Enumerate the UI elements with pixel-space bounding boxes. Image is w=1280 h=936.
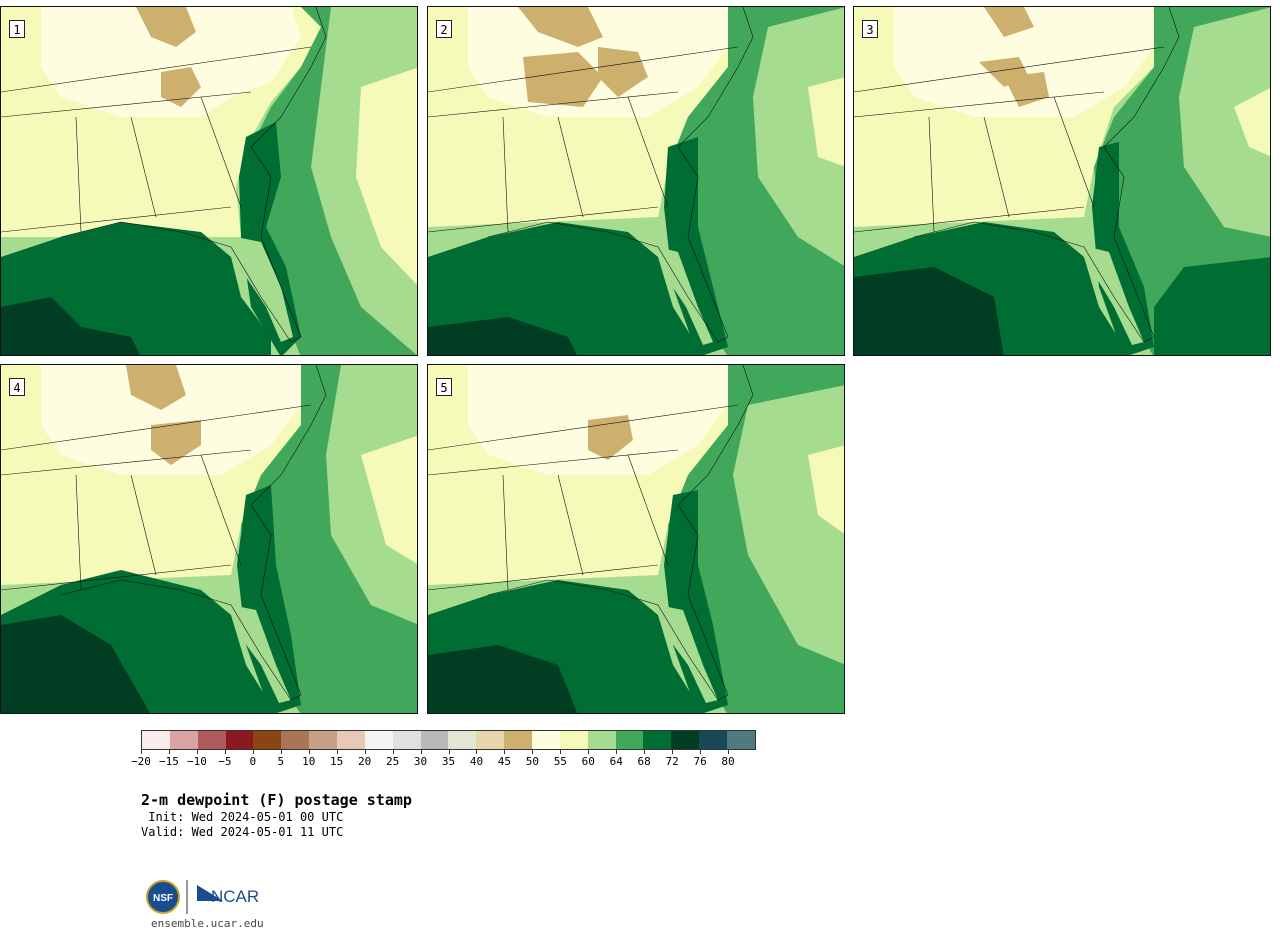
colorbar-swatch: [587, 731, 616, 749]
colorbar-tick-label: 30: [413, 755, 428, 768]
colorbar-tick-label: 35: [441, 755, 456, 768]
colorbar-tick-label: 0: [249, 755, 257, 768]
colorbar-swatch: [559, 731, 588, 749]
colorbar-swatch: [197, 731, 226, 749]
colorbar-tick-label: 72: [665, 755, 679, 768]
colorbar-swatch: [504, 731, 533, 749]
colorbar-swatch: [169, 731, 198, 749]
colorbar-swatch: [699, 731, 728, 749]
colorbar-tick-label: 45: [497, 755, 512, 768]
colorbar-tick-label: −10: [186, 755, 207, 768]
colorbar-tick: [196, 750, 198, 754]
colorbar-tick-label: 60: [581, 755, 595, 768]
svg-text:NCAR: NCAR: [211, 887, 259, 906]
colorbar-tick: [392, 750, 394, 754]
colorbar-tick-label: 25: [385, 755, 400, 768]
colorbar-tick-label: 80: [721, 755, 735, 768]
colorbar-swatch: [615, 731, 644, 749]
colorbar-tick: [588, 750, 590, 754]
colorbar-tick: [280, 750, 282, 754]
colorbar-tick-label: 40: [469, 755, 484, 768]
colorbar-tick: [336, 750, 338, 754]
map-panel-3: 3: [853, 6, 1271, 356]
map-panel-2: 2: [427, 6, 845, 356]
colorbar-tick: [672, 750, 674, 754]
dewpoint-map: [1, 7, 417, 355]
colorbar-tick-label: 55: [553, 755, 567, 768]
colorbar-swatch: [727, 731, 755, 749]
colorbar-tick: [560, 750, 562, 754]
colorbar-tick-label: 10: [302, 755, 316, 768]
colorbar-tick-label: −15: [159, 755, 179, 768]
map-panel-1: 1: [0, 6, 418, 356]
dewpoint-map: [428, 7, 844, 355]
colorbar-tick-label: −20: [131, 755, 151, 768]
colorbar-tick: [141, 750, 142, 754]
colorbar-tick: [364, 750, 366, 754]
colorbar-ticks: −20 −15 −10 −5 0 5 10 15 20 25 30 35 40 45 50 55 60 64 68 7…: [131, 750, 756, 772]
colorbar-tick-label: 5: [277, 755, 285, 768]
colorbar-tick-label: 50: [525, 755, 539, 768]
valid-time: Valid: Wed 2024-05-01 11 UTC: [141, 825, 344, 839]
colorbar-tick-label: −5: [218, 755, 232, 768]
colorbar-tick: [504, 750, 506, 754]
panel-number-label: 4: [9, 378, 25, 396]
colorbar-tick-label: 15: [330, 755, 344, 768]
colorbar-tick-label: 64: [609, 755, 623, 768]
colorbar-tick: [616, 750, 618, 754]
colorbar-tick: [308, 750, 310, 754]
panel-number-label: 3: [862, 20, 878, 38]
colorbar-tick: [448, 750, 450, 754]
colorbar-swatch: [420, 731, 449, 749]
colorbar-swatch: [253, 731, 282, 749]
colorbar-swatch: [392, 731, 421, 749]
figure-title: 2-m dewpoint (F) postage stamp: [141, 791, 412, 809]
nsf-ncar-logo: NSF NCAR: [145, 877, 275, 917]
colorbar-swatch: [337, 731, 365, 749]
colorbar-tick: [476, 750, 478, 754]
colorbar-swatch: [309, 731, 338, 749]
map-panel-5: 5: [427, 364, 845, 714]
colorbar-tick-label: 20: [358, 755, 372, 768]
colorbar-tick: [532, 750, 534, 754]
colorbar-swatch: [225, 731, 254, 749]
colorbar-swatch: [532, 731, 560, 749]
colorbar-swatch: [281, 731, 310, 749]
colorbar-tick: [252, 750, 254, 754]
panel-number-label: 2: [436, 20, 452, 38]
svg-text:NSF: NSF: [153, 893, 173, 904]
site-url: ensemble.ucar.edu: [151, 917, 264, 930]
dewpoint-map: [1, 365, 417, 713]
colorbar-swatch: [364, 731, 393, 749]
panel-number-label: 5: [436, 378, 452, 396]
colorbar-tick: [644, 750, 646, 754]
dewpoint-map: [854, 7, 1270, 355]
colorbar-tick-label: 76: [693, 755, 707, 768]
colorbar-swatch: [671, 731, 700, 749]
init-time: Init: Wed 2024-05-01 00 UTC: [141, 810, 344, 824]
colorbar-tick: [420, 750, 422, 754]
colorbar-swatch: [448, 731, 477, 749]
colorbar-swatch: [476, 731, 505, 749]
colorbar-tick: [224, 750, 226, 754]
colorbar-tick-label: 68: [637, 755, 651, 768]
colorbar-tick: [700, 750, 702, 754]
colorbar-swatch: [643, 731, 672, 749]
map-panel-4: 4: [0, 364, 418, 714]
panel-number-label: 1: [9, 20, 25, 38]
colorbar-swatch: [142, 731, 170, 749]
colorbar-tick: [168, 750, 170, 754]
colorbar: [141, 730, 756, 750]
dewpoint-map: [428, 365, 844, 713]
colorbar-tick: [728, 750, 730, 754]
